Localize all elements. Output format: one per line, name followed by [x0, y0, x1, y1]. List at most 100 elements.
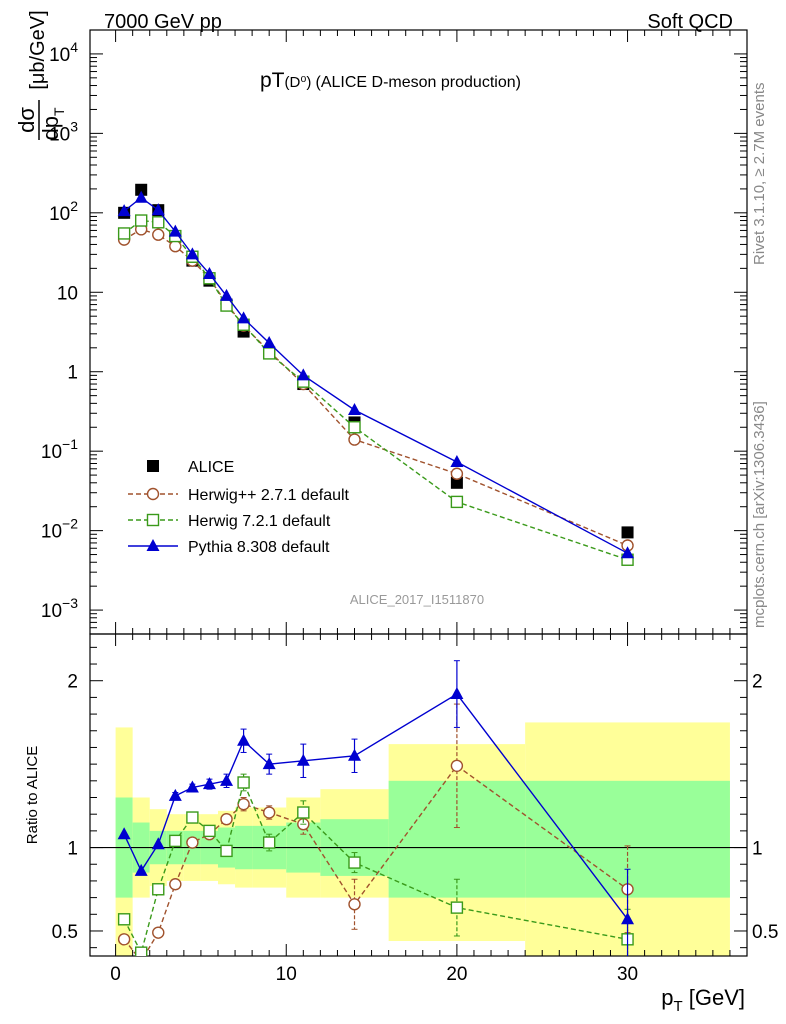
legend-marker [146, 539, 160, 551]
data-point [348, 421, 361, 434]
data-point [621, 526, 634, 539]
ratio-point [203, 824, 216, 838]
data-point [117, 227, 131, 240]
data-point [134, 190, 148, 203]
series-alice [118, 183, 634, 539]
data-point [168, 224, 182, 237]
ratio-point [151, 837, 165, 850]
y-tick-label: 1 [67, 363, 78, 384]
ratio-point [262, 836, 276, 849]
ratio-frame [89, 633, 748, 957]
ratio-point [117, 827, 131, 840]
ratio-point [220, 812, 233, 826]
ratio-series-pythia [117, 660, 635, 956]
ratio-point [186, 836, 199, 849]
data-point [152, 216, 165, 229]
data-point [169, 240, 182, 253]
ratio-point [202, 777, 216, 790]
y-label-unit: [μb/GeV] [27, 10, 49, 89]
ratio-point [137, 954, 145, 956]
data-point [450, 495, 464, 509]
ratio-point [296, 753, 310, 766]
legend-label: ALICE [188, 459, 234, 476]
series-pythia [117, 190, 635, 559]
legend-marker [147, 460, 159, 472]
ratio-point [237, 776, 250, 789]
ratio-point [117, 933, 131, 946]
plot-title: pT(D⁰) (ALICE D-meson production) [260, 69, 521, 92]
ratio-point [169, 878, 182, 891]
data-point [202, 266, 216, 279]
data-point [237, 311, 251, 324]
analysis-id: ALICE_2017_I1511870 [350, 592, 484, 607]
legend-label: Herwig++ 2.7.1 default [188, 487, 350, 504]
data-point [185, 247, 199, 260]
ratio-point [220, 773, 234, 786]
mcplots-label: mcplots.cern.ch [arXiv:1306.3436] [751, 401, 768, 628]
y-tick-label: 10 [57, 283, 78, 304]
y-tick-label: 0.5 [52, 922, 78, 943]
y-tick-label-right: 0.5 [752, 922, 778, 943]
x-tick-label: 0 [110, 964, 121, 985]
data-point [450, 455, 464, 468]
ratio-point [262, 806, 276, 819]
legend-marker [146, 487, 160, 501]
ratio-point [348, 748, 362, 761]
ratio-point [450, 759, 464, 773]
ratio-point [134, 946, 148, 956]
data-point [296, 368, 310, 381]
y-tick-label: 2 [67, 672, 78, 693]
ratio-point [348, 856, 361, 869]
data-point [450, 467, 464, 480]
data-point [151, 203, 165, 216]
y-label-numerator: dσ [14, 107, 39, 133]
ratio-point [169, 834, 182, 848]
ratio-point [134, 863, 148, 876]
y-axis-label: dσ dpT [μb/GeV] [14, 10, 67, 140]
x-tick-label: 20 [446, 964, 467, 985]
data-point [348, 433, 361, 446]
data-point [621, 546, 635, 559]
ratio-point [348, 898, 361, 911]
y-tick-label: 104 [49, 39, 78, 66]
ratio-axis-label: Ratio to ALICE [24, 746, 41, 844]
ratio-point [220, 844, 233, 858]
ratio-point [117, 913, 131, 926]
legend-label: Pythia 8.308 default [188, 539, 330, 556]
data-point [262, 347, 276, 360]
data-point [134, 214, 148, 227]
ratio-series-herwig7 [117, 773, 634, 956]
ratio-point [237, 733, 251, 746]
rivet-label: Rivet 3.1.10, ≥ 2.7M events [751, 83, 768, 266]
ratio-point [621, 912, 635, 925]
ratio-point [450, 901, 464, 914]
ratio-point [237, 797, 250, 811]
y-tick-label: 102 [49, 198, 78, 225]
ratio-point [450, 687, 464, 700]
y-tick-label: 1 [67, 839, 78, 860]
data-point [135, 183, 148, 196]
series-line [123, 219, 628, 561]
legend: ALICE Herwig++ 2.7.1 default Herwig 7.2.1 … [128, 459, 350, 556]
header-left: 7000 GeV pp [104, 11, 222, 33]
ratio-point [152, 926, 165, 939]
y-tick-label-right: 2 [752, 672, 763, 693]
data-point [220, 288, 234, 301]
ratio-point [186, 811, 199, 824]
ratio-point [152, 883, 165, 896]
data-point [262, 335, 276, 348]
ratio-point [297, 806, 310, 819]
y-label-denominator: dpT [38, 107, 67, 140]
x-tick-label: 30 [617, 964, 638, 985]
ratio-panel: 0 10 20 30 2 2 1 1 0.5 0.5 [52, 633, 778, 985]
data-point [117, 204, 131, 217]
header-right: Soft QCD [647, 11, 733, 33]
ratio-point [185, 780, 199, 793]
data-point [348, 402, 362, 415]
data-point [450, 476, 463, 489]
x-tick-label: 10 [276, 964, 297, 985]
x-axis-label: pT [GeV] [661, 985, 745, 1015]
ratio-point [168, 788, 182, 801]
